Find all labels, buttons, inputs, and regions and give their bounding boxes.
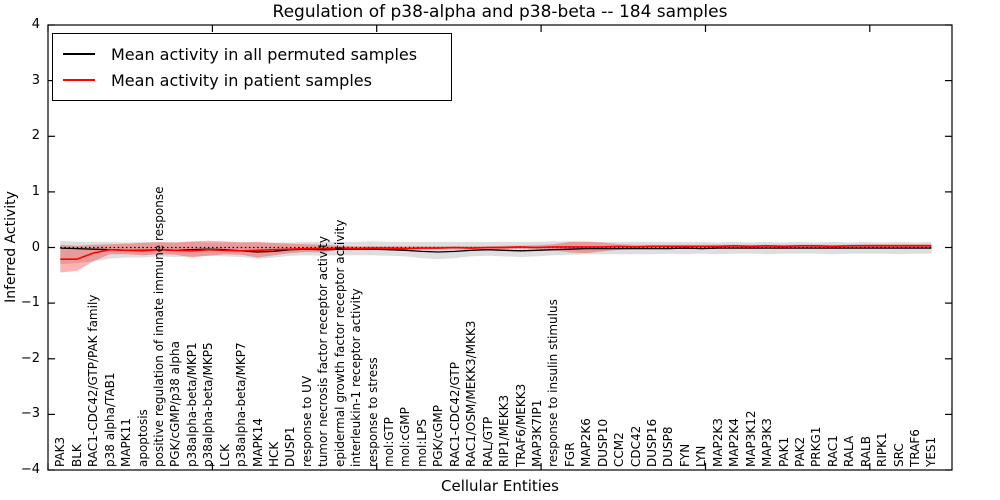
x-category-label: TRAF6 [908, 429, 923, 467]
x-category-label: MAPK11 [119, 418, 134, 467]
x-category-label: CCM2 [612, 432, 627, 467]
x-category-label: MAP3K12 [743, 410, 758, 467]
x-category-label: MAP2K6 [579, 418, 594, 467]
x-category-label: mol:GTP [382, 417, 397, 467]
x-category-label: p38alpha-beta/MKP5 [201, 342, 216, 467]
x-category-label: PGK/cGMP [431, 405, 446, 467]
x-category-label: MAP2K4 [727, 418, 742, 467]
y-tick-label: 1 [31, 183, 40, 199]
x-category-label: DUSP1 [283, 426, 298, 467]
x-category-label: epidermal growth factor receptor activit… [332, 219, 347, 467]
x-category-label: RAC1 [825, 435, 840, 467]
y-tick-label: −1 [20, 295, 40, 311]
x-category-label: MAP3K3 [760, 418, 775, 467]
x-category-label: response to stress [365, 357, 380, 467]
x-axis-label: Cellular Entities [441, 477, 559, 495]
legend-item-patient: Mean activity in patient samples [53, 67, 451, 93]
x-category-label: RAC1/OSM/MEKK3/MKK3 [464, 320, 479, 467]
x-category-label: LCK [217, 444, 232, 467]
y-tick-label: 0 [31, 239, 40, 255]
y-tick-label: −3 [20, 406, 40, 422]
x-category-label: p38alpha-beta/MKP1 [184, 342, 199, 467]
x-category-label: PRKG1 [809, 426, 824, 467]
x-category-label: FYN [677, 443, 692, 467]
x-category-label: SRC [891, 443, 906, 467]
x-category-label: PAK2 [792, 436, 807, 467]
x-category-label: mol:cGMP [398, 407, 413, 467]
y-tick-label: 2 [31, 128, 40, 144]
x-category-label: RIPK1 [875, 432, 890, 467]
x-category-label: RALA [842, 435, 857, 467]
red-line-swatch-icon [63, 79, 95, 81]
black-line-swatch-icon [63, 53, 95, 55]
x-category-label: PAK3 [53, 436, 68, 467]
x-category-label: mol:LPS [414, 419, 429, 467]
x-category-label: DUSP8 [661, 426, 676, 467]
y-tick-label: 3 [31, 72, 40, 88]
x-category-label: apoptosis [135, 409, 150, 467]
chart-title: Regulation of p38-alpha and p38-beta -- … [272, 2, 728, 22]
x-category-label: RALB [858, 436, 873, 467]
x-category-label: MAPK14 [250, 418, 265, 467]
x-category-label: DUSP10 [595, 418, 610, 467]
x-category-label: BLK [69, 444, 84, 467]
x-category-label: RAC1-CDC42/GTP/PAK family [86, 294, 101, 467]
y-tick-label: −2 [20, 350, 40, 366]
legend-label-patient: Mean activity in patient samples [111, 70, 372, 90]
x-category-label: RIP1/MEKK3 [497, 394, 512, 467]
legend: Mean activity in all permuted samples Me… [52, 33, 452, 101]
legend-item-permuted: Mean activity in all permuted samples [53, 41, 451, 67]
x-category-label: p38alpha-beta/MKP7 [234, 342, 249, 467]
x-category-label: MAP3K7IP1 [529, 399, 544, 467]
x-category-label: PAK1 [776, 436, 791, 467]
x-category-label: CDC42 [628, 425, 643, 467]
legend-label-permuted: Mean activity in all permuted samples [111, 44, 418, 64]
x-category-label: FGR [562, 442, 577, 467]
x-category-label: RAC1-CDC42/GTP [447, 362, 462, 467]
x-category-label: LYN [694, 445, 709, 467]
x-category-label: p38 alpha/TAB1 [102, 372, 117, 467]
x-category-label: tumor necrosis factor receptor activity [316, 236, 331, 467]
y-tick-label: −4 [20, 462, 40, 477]
x-category-label: RAL/GTP [480, 416, 495, 467]
y-tick-label: 4 [31, 17, 40, 32]
x-category-label: MAP2K3 [710, 418, 725, 467]
x-category-label: response to insulin stimulus [546, 299, 561, 467]
x-category-label: HCK [267, 441, 281, 467]
x-category-label: positive regulation of innate immune res… [151, 186, 166, 467]
x-category-label: PGK/cGMP/p38 alpha [168, 341, 183, 467]
x-category-label: response to UV [299, 375, 314, 467]
x-category-label: TRAF6/MEKK3 [513, 383, 528, 467]
x-category-label: DUSP16 [645, 418, 660, 467]
x-category-label: interleukin-1 receptor activity [349, 288, 364, 467]
x-category-label: YES1 [924, 436, 939, 467]
